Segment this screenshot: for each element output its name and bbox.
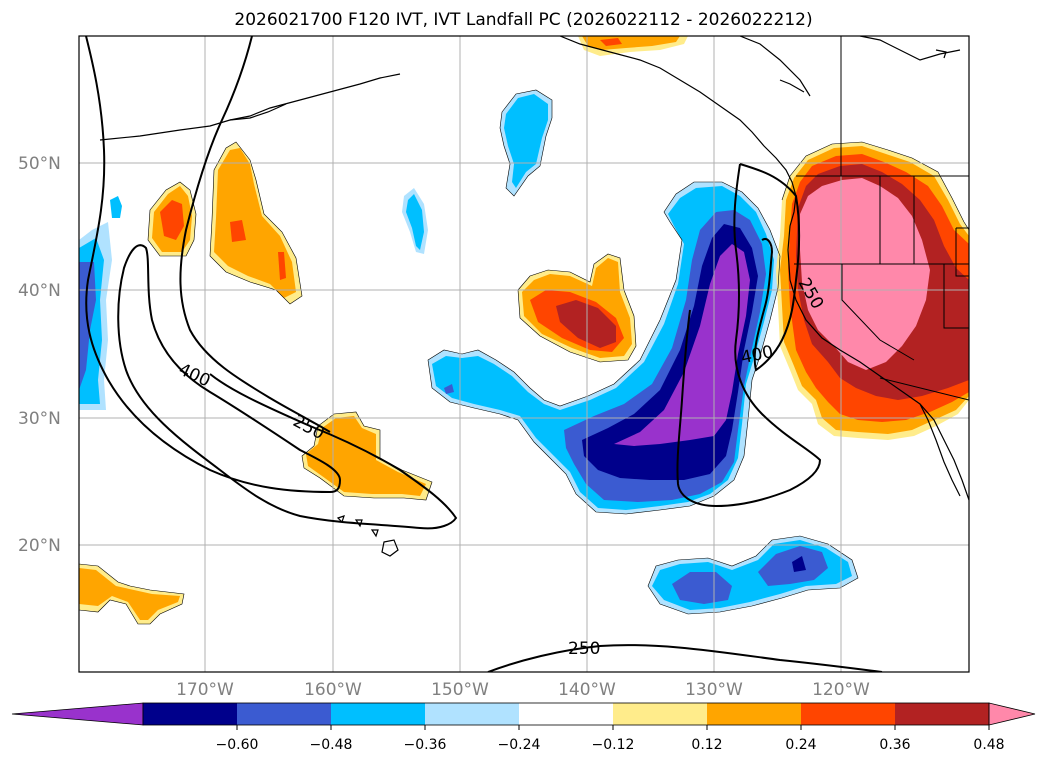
map-canvas: 400 250 250 400 250 [79, 36, 969, 672]
anomaly-positive-west-elongated [210, 142, 302, 304]
lat-label: 30°N [18, 409, 61, 429]
colorbar-tick-label: 0.24 [785, 737, 816, 753]
colorbar-segment [613, 703, 708, 725]
anomaly-negative-southeast [648, 536, 858, 614]
lon-label: 130°W [685, 680, 743, 700]
colorbar-segment [425, 703, 520, 725]
lat-label: 50°N [18, 154, 61, 174]
colorbar-segment [707, 703, 802, 725]
graticule [79, 36, 969, 672]
colorbar-tick-label: 0.12 [691, 737, 722, 753]
colorbar-segment [143, 703, 238, 725]
colorbar-segment [801, 703, 896, 725]
colorbar-segments [143, 703, 990, 725]
borders [794, 36, 969, 401]
colorbar-tick-label: 0.36 [879, 737, 910, 753]
colorbar-ticks: −0.60 −0.48 −0.36 −0.24 −0.12 0.12 0.24 0.36 0.4… [216, 725, 1005, 753]
anomaly-positive-southwest [79, 564, 184, 624]
coastlines [99, 36, 969, 557]
anomaly-positive-midpacific [518, 254, 636, 362]
map-title: 2026021700 F120 IVT, IVT Landfall PC (20… [234, 10, 813, 30]
colorbar-segment [331, 703, 426, 725]
anomaly-left-edge-negative [79, 196, 122, 410]
colorbar-segment [519, 703, 614, 725]
colorbar-tick-label: −0.36 [404, 737, 447, 753]
contour-label: 250 [568, 639, 600, 659]
ivt-contours [85, 36, 883, 672]
colorbar-frame [142, 702, 990, 726]
lat-label: 20°N [18, 536, 61, 556]
lon-label: 170°W [176, 680, 234, 700]
colorbar-segment [237, 703, 332, 725]
colorbar: −0.60 −0.48 −0.36 −0.24 −0.12 0.12 0.24 0.36 0.4… [11, 702, 1036, 753]
anomaly-negative-small-center [402, 188, 428, 254]
anomaly-positive-us-west-landfall [776, 142, 969, 440]
colorbar-tick-label: 0.48 [973, 737, 1004, 753]
colorbar-tick-label: −0.48 [310, 737, 353, 753]
longitude-labels: 170°W 160°W 150°W 140°W 130°W 120°W [176, 680, 870, 700]
latitude-labels: 50°N 40°N 30°N 20°N [18, 154, 61, 556]
colorbar-tick-label: −0.12 [592, 737, 635, 753]
lon-label: 150°W [431, 680, 489, 700]
lat-label: 40°N [18, 281, 61, 301]
colorbar-tick-label: −0.60 [216, 737, 259, 753]
lon-label: 160°W [304, 680, 362, 700]
lon-label: 120°W [812, 680, 870, 700]
colorbar-extend-low [11, 702, 144, 726]
lon-label: 140°W [558, 680, 616, 700]
map-frame [78, 35, 970, 673]
shading-outlines [79, 89, 969, 625]
colorbar-tick-label: −0.24 [498, 737, 541, 753]
colorbar-extend-high [988, 702, 1036, 726]
colorbar-segment [895, 703, 990, 725]
anomaly-negative-gulf-alaska [500, 90, 552, 196]
